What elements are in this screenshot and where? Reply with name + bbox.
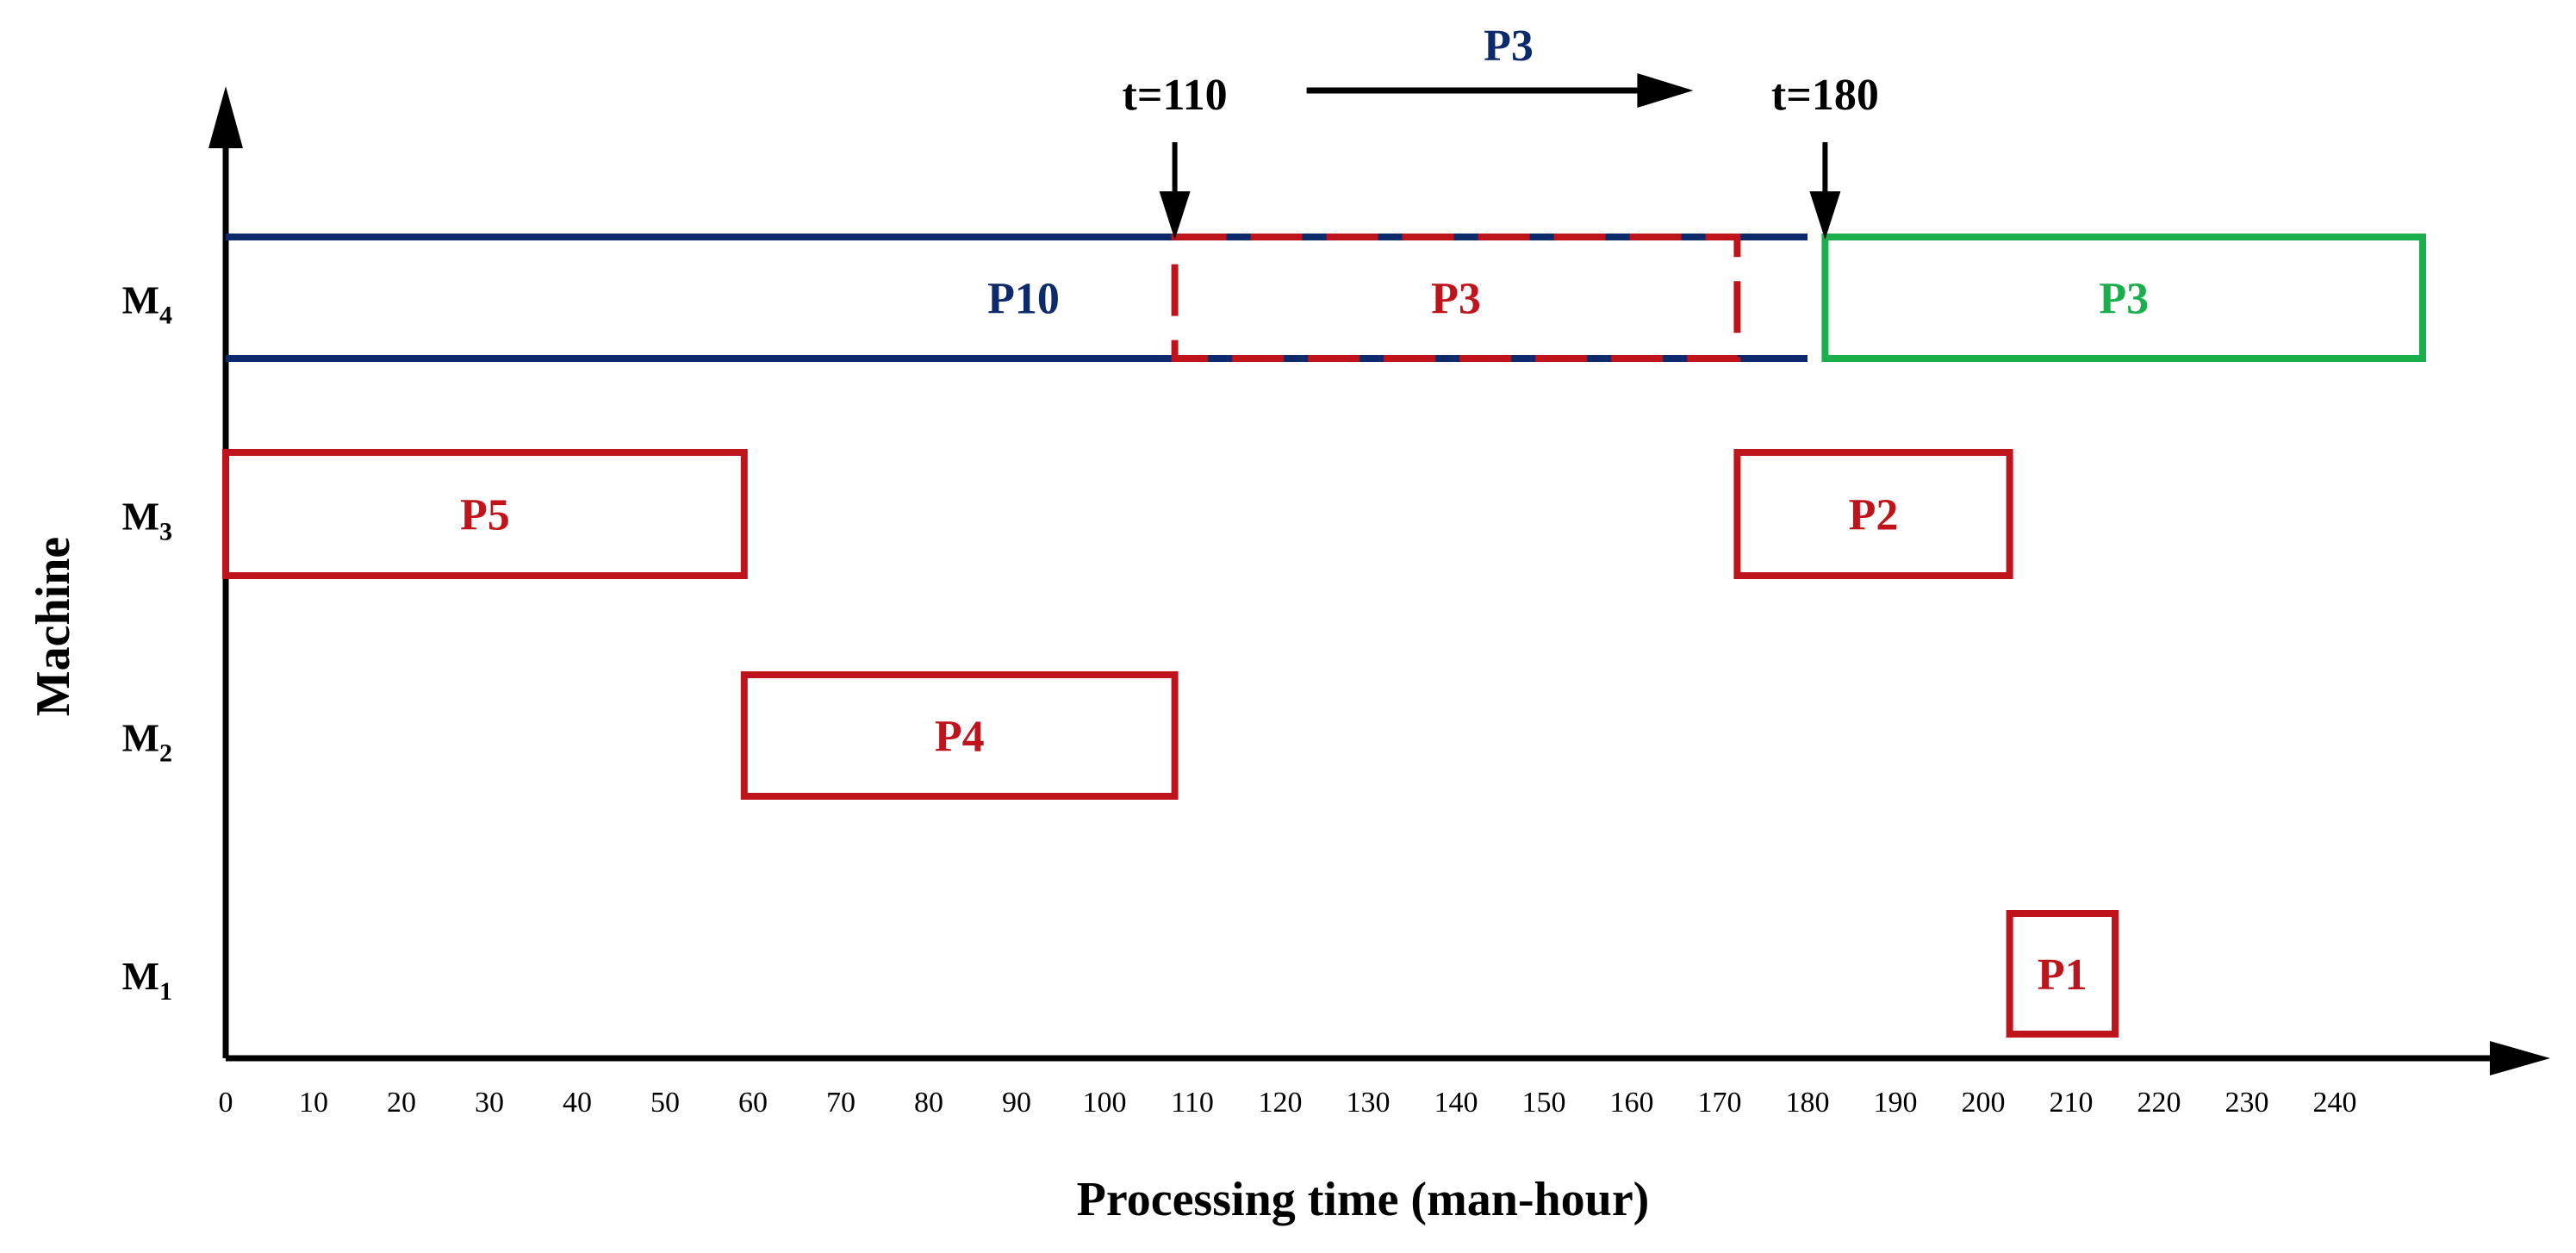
x-tick-label: 0 (219, 1087, 233, 1119)
x-tick-label: 50 (650, 1087, 680, 1119)
x-tick-label: 240 (2313, 1087, 2357, 1119)
y-axis-title: Machine (27, 537, 80, 716)
x-tick-label: 80 (914, 1087, 943, 1119)
x-tick-label: 30 (475, 1087, 504, 1119)
task-p1-m1-label: P1 (2038, 951, 2088, 1000)
x-tick-label: 180 (1786, 1087, 1830, 1119)
task-p3-m4-label: P3 (2099, 275, 2149, 324)
x-tick-label: 170 (1698, 1087, 1742, 1119)
task-p3-m4-dashed (1171, 234, 1741, 362)
x-tick-label: 60 (738, 1087, 768, 1119)
machine-label-m2: M2 (122, 716, 172, 768)
x-tick-label: 190 (1874, 1087, 1918, 1119)
x-tick-label: 200 (1962, 1087, 2006, 1119)
machine-label-m3: M3 (122, 495, 172, 546)
shift-arrow-head (1637, 73, 1694, 108)
machine-label-m1: M1 (122, 954, 172, 1006)
task-p4-m2-label: P4 (935, 713, 985, 762)
y-axis-arrowhead (208, 86, 243, 148)
x-tick-label: 100 (1083, 1087, 1127, 1119)
annotation-t180-arrow-head (1809, 191, 1841, 240)
x-tick-label: 90 (1002, 1087, 1031, 1119)
x-tick-label: 140 (1434, 1087, 1478, 1119)
task-p2-m3-label: P2 (1849, 491, 1899, 540)
annotation-t110-label: t=110 (1123, 71, 1228, 120)
x-axis-arrowhead (2490, 1041, 2550, 1075)
task-p2-m3 (1733, 449, 2013, 579)
x-tick-label: 120 (1259, 1087, 1303, 1119)
annotation-t110-arrow-head (1159, 191, 1191, 240)
x-tick-label: 160 (1610, 1087, 1654, 1119)
x-tick-label: 230 (2225, 1087, 2269, 1119)
shift-arrow-label: P3 (1484, 22, 1534, 71)
task-p3-m4 (1821, 234, 2426, 362)
task-p3-m4-label: P3 (1431, 275, 1481, 324)
task-p1-m1 (2006, 910, 2119, 1038)
x-tick-label: 20 (387, 1087, 416, 1119)
x-tick-label: 220 (2137, 1087, 2181, 1119)
x-tick-label: 150 (1522, 1087, 1566, 1119)
x-tick-label: 210 (2050, 1087, 2094, 1119)
task-p4-m2 (740, 671, 1179, 800)
x-tick-label: 40 (563, 1087, 592, 1119)
machine-label-m4: M4 (122, 278, 172, 330)
x-tick-label: 130 (1347, 1087, 1391, 1119)
task-p10-m4-label: P10 (987, 275, 1060, 324)
x-tick-label: 70 (826, 1087, 856, 1119)
task-p5-m3 (222, 449, 748, 579)
x-tick-label: 10 (299, 1087, 328, 1119)
annotation-t180-label: t=180 (1771, 71, 1879, 120)
x-axis-title: Processing time (man-hour) (1077, 1173, 1650, 1226)
x-tick-label: 110 (1171, 1087, 1214, 1119)
task-p5-m3-label: P5 (460, 491, 510, 540)
